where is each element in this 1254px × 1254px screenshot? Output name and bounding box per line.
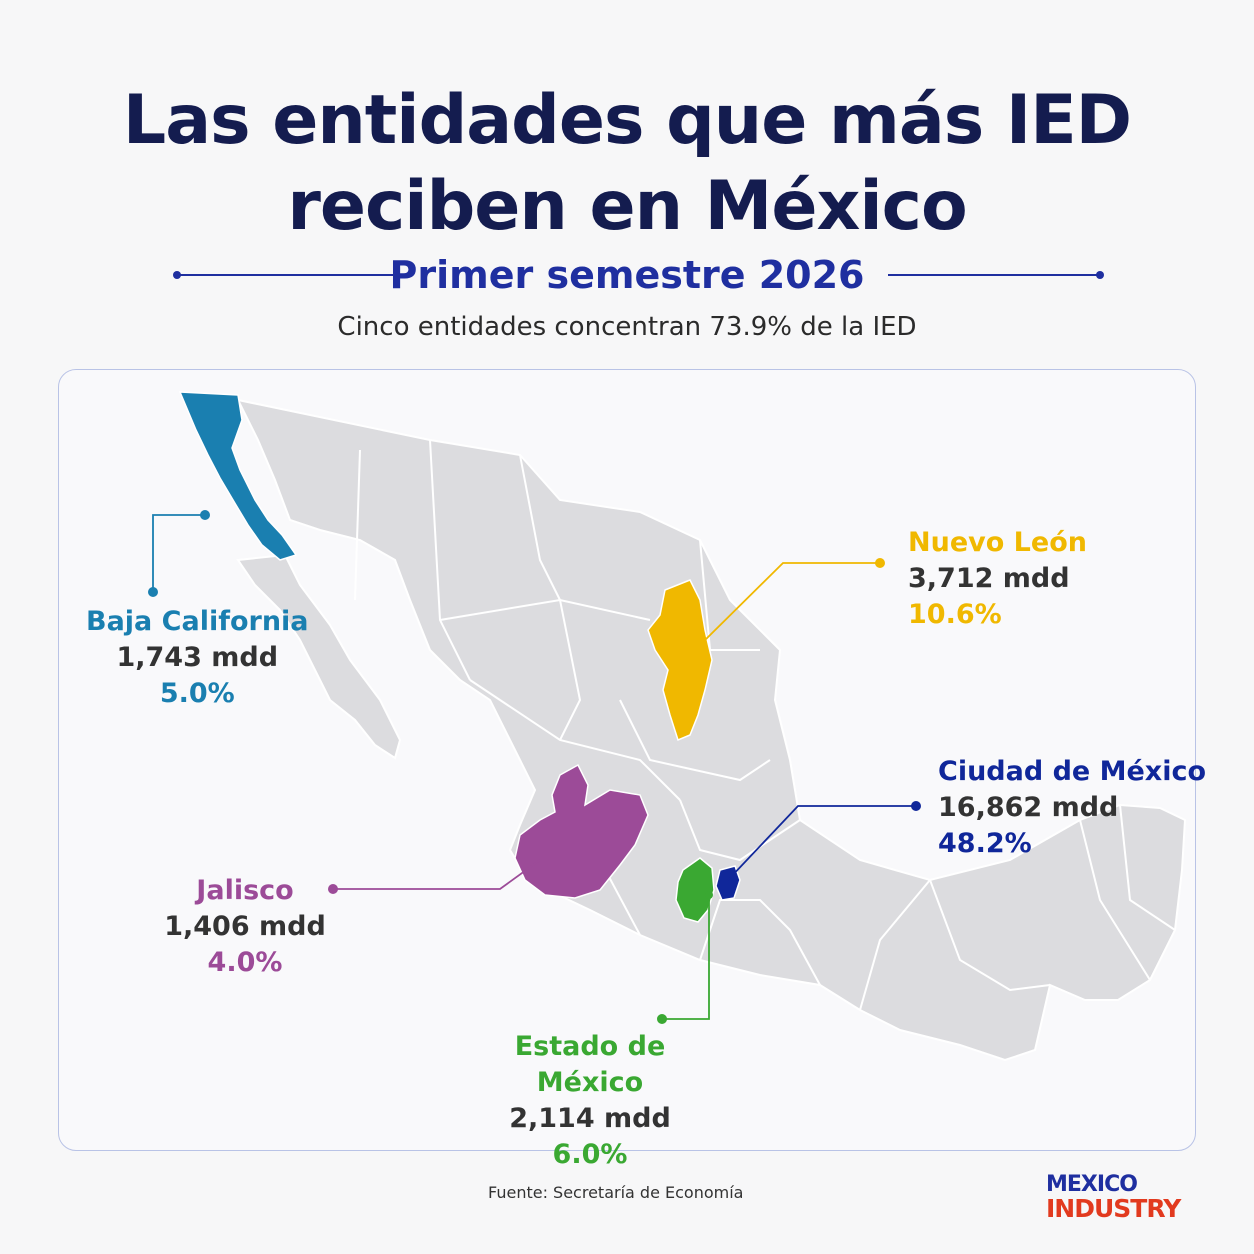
nuevo-leon-region [647,579,713,742]
nuevo-leon-name: Nuevo León [908,527,1087,558]
ciudad-de-mexico-leader [727,805,916,881]
baja-california-label: Baja California 1,743 mdd 5.0% [86,604,309,712]
jalisco-label: Jalisco 1,406 mdd 4.0% [160,873,330,981]
tagline: Cinco entidades concentran 73.9% de la I… [337,312,917,342]
baja-california-leader-dot [200,510,210,520]
nuevo-leon-leader [699,562,880,646]
nuevo-leon-label: Nuevo León 3,712 mdd 10.6% [908,525,1087,633]
subtitle-right-rule [888,274,1098,276]
jalisco-leader-dot [328,884,338,894]
jalisco-pct: 4.0% [207,947,283,978]
logo-line-1: MEXICO [1046,1172,1138,1197]
estado-de-mexico-leader-dot [657,1014,667,1024]
nuevo-leon-value: 3,712 mdd [908,563,1070,594]
subtitle-left-dot [173,271,181,279]
ciudad-de-mexico-pct: 48.2% [938,828,1032,859]
nuevo-leon-leader-dot [875,558,885,568]
estado-de-mexico-inner-dot [705,891,713,899]
ciudad-de-mexico-name: Ciudad de México [938,756,1207,787]
jalisco-region [514,763,649,899]
title-line-1: Las entidades que más IED [122,81,1132,160]
baja-california-leader-end [148,587,158,597]
subtitle-left-rule [180,274,398,276]
jalisco-name: Jalisco [196,875,294,906]
subtitle: Primer semestre 2026 [389,253,865,297]
source-note: Fuente: Secretaría de Economía [488,1183,744,1202]
mexico-mainland [236,398,1187,1062]
ciudad-de-mexico-value: 16,862 mdd [938,792,1119,823]
ciudad-de-mexico-label: Ciudad de México 16,862 mdd 48.2% [938,754,1206,862]
jalisco-value: 1,406 mdd [164,911,326,942]
nuevo-leon-pct: 10.6% [908,599,1002,630]
baja-california-leader [152,514,205,592]
estado-de-mexico-leader [662,895,710,1020]
state-borders [354,439,1176,1011]
logo-line-2: INDUSTRY [1046,1194,1181,1223]
baja-california-region [178,391,298,561]
title-line-2: reciben en México [287,167,967,246]
ciudad-de-mexico-leader-dot [911,801,921,811]
mexico-industry-logo: MEXICO INDUSTRY [1046,1172,1181,1223]
subtitle-row: Primer semestre 2026 [0,250,1254,300]
baja-california-sur [236,553,402,760]
subtitle-right-dot [1096,271,1104,279]
page-title: Las entidades que más IED reciben en Méx… [0,78,1254,250]
estado-de-mexico-value: 2,114 mdd [509,1103,671,1134]
baja-california-name: Baja California [86,606,309,637]
jalisco-leader [333,859,541,890]
estado-de-mexico-pct: 6.0% [552,1139,628,1170]
baja-california-value: 1,743 mdd [116,642,279,673]
estado-de-mexico-label: Estado de México 2,114 mdd 6.0% [470,1029,710,1173]
baja-california-pct: 5.0% [159,678,235,709]
estado-de-mexico-name: Estado de México [514,1031,666,1098]
estado-de-mexico-region [675,857,715,923]
